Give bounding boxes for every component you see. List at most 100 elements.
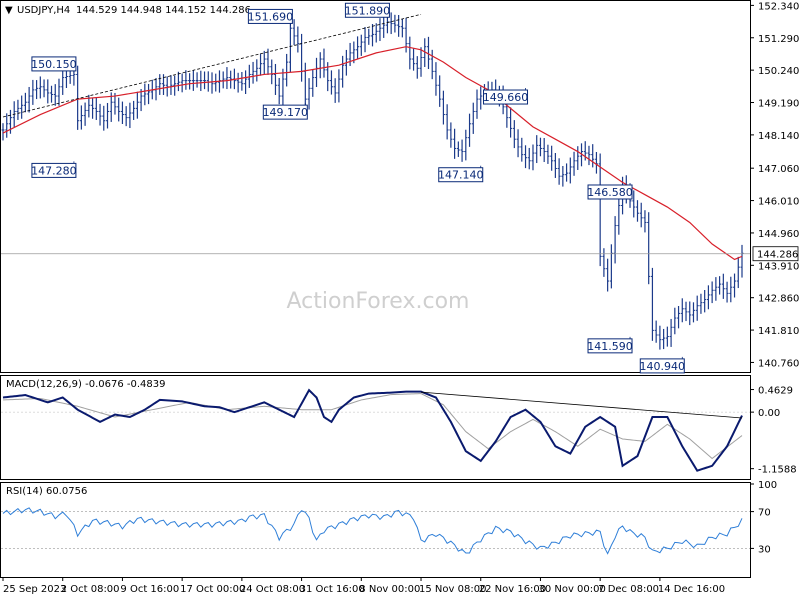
price-bar xyxy=(76,65,80,130)
price-trendline xyxy=(2,13,422,118)
price-bar xyxy=(225,67,229,90)
actionforex-watermark: ActionForex.com xyxy=(287,289,470,314)
price-bar xyxy=(195,72,199,88)
price-annotation: 151.690 xyxy=(248,8,294,26)
price-bar xyxy=(79,105,83,130)
price-bar xyxy=(31,79,35,105)
x-tick-label: 14 Dec 16:00 xyxy=(658,584,725,595)
price-bar xyxy=(535,135,539,164)
price-bar xyxy=(38,76,42,99)
x-tick-label: 9 Oct 16:00 xyxy=(120,584,179,595)
price-bar xyxy=(695,295,699,321)
label-layer: 150.150 147.280 151.690 149.170 151.890 147.1… xyxy=(31,2,685,374)
price-tick-label: 142.860 xyxy=(758,294,799,305)
price-bar xyxy=(285,53,289,87)
price-bar xyxy=(475,89,479,119)
price-bar xyxy=(740,244,744,278)
svg-text:149.170: 149.170 xyxy=(263,106,309,119)
svg-text:144.286: 144.286 xyxy=(757,250,798,261)
price-bar xyxy=(441,90,445,125)
price-bar xyxy=(602,248,606,277)
price-bar xyxy=(199,70,203,92)
price-bar xyxy=(176,71,180,92)
price-bar xyxy=(703,289,707,313)
price-bar xyxy=(270,59,274,85)
price-annotation: 147.140 xyxy=(438,165,483,183)
price-bar xyxy=(50,85,54,103)
price-bar xyxy=(598,153,602,267)
price-bar xyxy=(453,128,457,159)
price-bar xyxy=(389,12,393,35)
price-bar xyxy=(464,129,468,161)
price-bar xyxy=(706,285,710,310)
price-bar xyxy=(378,18,382,42)
price-tick-label: 151.290 xyxy=(758,34,799,45)
price-bar xyxy=(673,307,677,335)
rsi-tick-label: 100 xyxy=(758,480,777,491)
price-bar xyxy=(374,23,378,43)
price-bar xyxy=(20,95,24,119)
x-tick-label: 30 Nov 00:00 xyxy=(538,584,605,595)
price-bar xyxy=(128,102,132,129)
ohlc-header: 144.529 144.948 144.152 144.286 xyxy=(76,5,251,16)
price-bar xyxy=(468,113,472,147)
price-bar xyxy=(371,23,374,47)
price-bar xyxy=(710,281,714,304)
price-bar xyxy=(639,202,643,228)
price-bar xyxy=(147,83,151,105)
price-bar xyxy=(337,69,341,103)
rsi-layer xyxy=(1,507,750,555)
price-bar xyxy=(654,320,658,343)
price-bar xyxy=(542,137,546,163)
price-bar xyxy=(251,61,255,84)
price-bar xyxy=(91,98,95,119)
price-tick-label: 150.240 xyxy=(758,66,799,77)
symbol-label: USDJPY,H4 xyxy=(17,5,70,16)
price-annotation: 147.280 xyxy=(31,161,77,178)
price-bar xyxy=(408,36,412,70)
price-bar xyxy=(509,107,513,138)
price-bar xyxy=(367,28,371,45)
svg-text:149.660: 149.660 xyxy=(483,91,529,104)
price-bar xyxy=(98,103,102,126)
price-bar xyxy=(576,146,580,170)
price-bar xyxy=(139,89,143,112)
price-bar xyxy=(102,105,106,131)
price-bar xyxy=(106,102,110,129)
macd-tick-label: 0.4629 xyxy=(758,386,793,397)
macd-trendline xyxy=(420,391,743,419)
x-tick-label: 25 Sep 2023 xyxy=(3,584,66,595)
price-bar xyxy=(348,42,352,67)
symbol-arrow-icon[interactable]: ▼ xyxy=(5,5,13,16)
price-bar xyxy=(393,14,397,33)
price-bar xyxy=(721,273,725,299)
price-bar xyxy=(53,84,57,106)
price-bar xyxy=(288,18,292,73)
price-bar xyxy=(587,145,591,166)
svg-text:141.590: 141.590 xyxy=(587,340,633,353)
price-bar xyxy=(643,210,647,233)
price-bar xyxy=(617,195,621,235)
price-bar xyxy=(594,152,598,174)
price-bar xyxy=(191,70,195,91)
svg-text:151.690: 151.690 xyxy=(248,10,294,23)
price-bar xyxy=(23,92,27,113)
price-bar xyxy=(524,145,528,169)
price-bar xyxy=(329,70,333,95)
price-tick-label: 149.190 xyxy=(758,99,799,110)
price-bar xyxy=(135,91,139,119)
price-bar xyxy=(714,277,718,301)
price-bar xyxy=(512,120,516,149)
price-bar xyxy=(688,301,692,326)
macd-panel-frame xyxy=(0,375,751,480)
price-bar xyxy=(736,256,740,289)
x-tick-label: 15 Nov 08:00 xyxy=(419,584,486,595)
macd-signal-line xyxy=(2,393,743,460)
price-annotation: 140.940 xyxy=(640,356,685,374)
price-bar xyxy=(57,78,61,106)
price-bar xyxy=(699,293,703,314)
moving-average-line xyxy=(2,46,743,261)
rsi-line xyxy=(2,507,743,555)
price-bar xyxy=(557,158,561,185)
price-annotation: 149.170 xyxy=(263,103,309,120)
